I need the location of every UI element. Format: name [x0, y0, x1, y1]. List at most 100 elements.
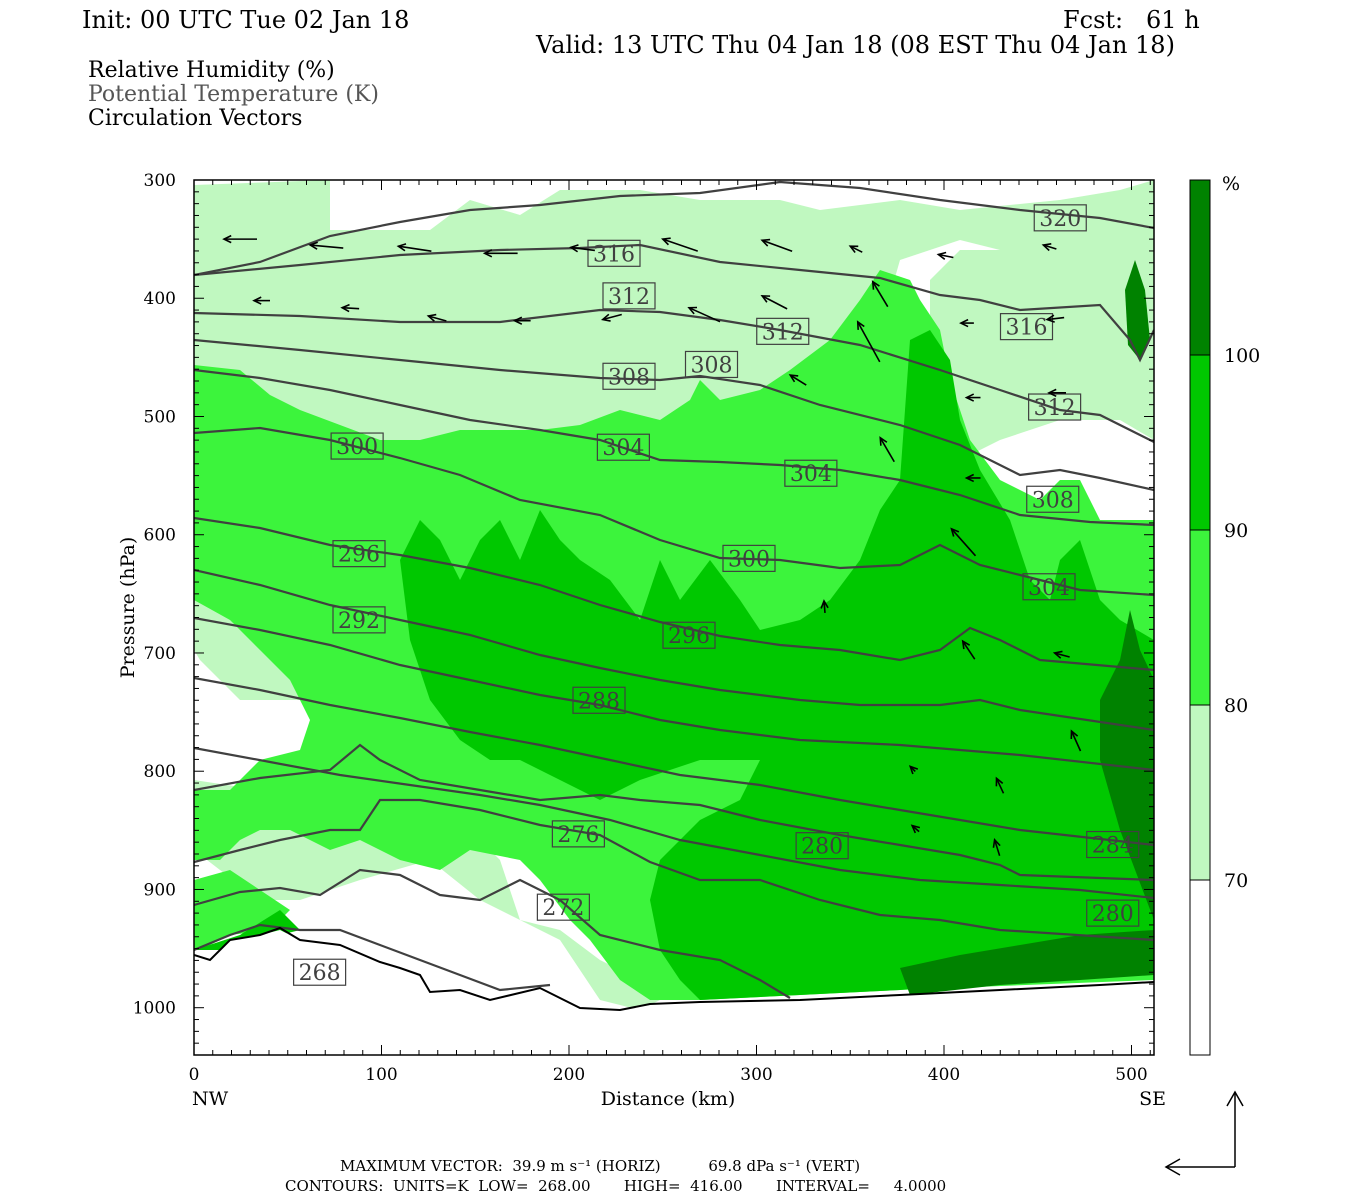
contour-label-box: [332, 540, 386, 568]
theta-contours: [194, 180, 1154, 1012]
vector-arrow: [662, 238, 699, 252]
vector-arrowhead: [340, 303, 350, 313]
vector-arrow: [602, 313, 622, 321]
vector-arrow: [857, 321, 881, 363]
vector-arrowhead: [760, 295, 771, 303]
contour-label-box: [572, 686, 626, 714]
contour-label: 280: [801, 835, 843, 860]
contour-label: 312: [608, 285, 650, 310]
vector-arrow: [950, 528, 977, 557]
vector-arrowhead: [950, 527, 960, 537]
rh-90-bottom-left: [194, 910, 300, 950]
vector-arrow: [1054, 652, 1070, 658]
contour-label: 300: [336, 435, 378, 460]
y-tick-label: 1000: [133, 999, 176, 1019]
theta-contour: [194, 868, 791, 999]
colorbar-band-100: [1189, 179, 1211, 356]
colorbar-band-70: [1189, 704, 1211, 881]
contour-label: 296: [668, 624, 710, 649]
contour-label-box: [602, 362, 656, 390]
vector-arrow: [993, 839, 1001, 857]
vector-arrow: [995, 777, 1005, 794]
rh-100-spike: [1125, 260, 1150, 360]
theta-contour: [194, 676, 1154, 847]
theta-contour: [194, 516, 1154, 672]
y-tick-label: 600: [144, 526, 176, 546]
contour-label: 304: [602, 436, 644, 461]
contour-label-box: [795, 832, 849, 860]
vector-arrow: [849, 245, 863, 253]
rh-100-region: [900, 930, 1154, 995]
theta-contour: [194, 923, 551, 992]
vector-arrowhead: [661, 237, 671, 246]
vector-arrowhead: [936, 251, 947, 260]
vector-arrow: [398, 245, 432, 253]
contour-label: 312: [1034, 396, 1076, 421]
theta-contour: [194, 746, 1154, 900]
colorbar-band-0: [1189, 879, 1211, 1056]
vector-arrow: [789, 374, 807, 386]
vector-arrow: [761, 295, 788, 310]
contour-label-box: [684, 350, 739, 379]
contour-label-box: [551, 820, 605, 848]
vector-arrowhead: [910, 824, 921, 834]
vector-arrowhead: [569, 244, 579, 253]
vector-arrowhead: [252, 296, 262, 305]
vector-arrowhead: [426, 313, 437, 322]
contour-label-box: [330, 432, 384, 460]
y-tick-label: 900: [144, 880, 176, 900]
vector-arrowhead: [964, 393, 975, 402]
vector-arrow: [962, 640, 976, 660]
contour-label-box: [756, 317, 810, 345]
theta-contour: [194, 568, 1154, 732]
contour-label-box: [784, 459, 838, 487]
vector-arrow: [688, 306, 721, 323]
contour-label-box: [1022, 573, 1076, 601]
contour-label-box: [332, 606, 386, 634]
contour-label: 308: [691, 353, 733, 378]
vector-arrowhead: [222, 234, 232, 244]
theta-contour: [194, 338, 1154, 492]
contour-label-box: [596, 433, 650, 461]
init-time: Init: 00 UTC Tue 02 Jan 18: [82, 6, 410, 34]
vector-arrowhead: [788, 374, 799, 383]
vector-arrowhead: [820, 599, 829, 609]
x-tick-label: 0: [189, 1065, 200, 1085]
theta-contour: [194, 798, 1154, 942]
colorbar-level-label: 90: [1224, 520, 1248, 542]
x-right-end-label: SE: [1139, 1088, 1166, 1110]
vector-arrowhead: [1047, 388, 1057, 398]
colorbar-level-label: 70: [1224, 870, 1248, 892]
legend-vectors: Circulation Vectors: [88, 106, 303, 131]
contour-label: 296: [338, 543, 380, 568]
vector-arrow: [938, 253, 954, 259]
vector-arrowhead: [908, 765, 919, 775]
contour-label: 308: [1032, 488, 1074, 513]
vector-arrow: [879, 437, 895, 463]
x-tick-label: 300: [740, 1065, 772, 1085]
y-tick-label: 700: [144, 644, 176, 664]
vector-arrowhead: [396, 243, 407, 252]
theta-contour: [194, 368, 1154, 527]
y-tick-label: 500: [144, 407, 176, 427]
x-left-end-label: NW: [192, 1088, 229, 1110]
vector-arrowhead: [1052, 650, 1063, 659]
vector-arrowhead: [848, 245, 859, 254]
colorbar-level-label: 100: [1224, 345, 1260, 367]
vector-arrow: [1047, 316, 1065, 321]
contour-label-box: [536, 893, 590, 921]
vector-arrowhead: [1045, 314, 1055, 323]
circulation-vectors: [222, 234, 1082, 857]
contour-label: 316: [593, 242, 635, 267]
contour-label: 300: [728, 547, 770, 572]
vector-arrowhead: [760, 238, 771, 247]
theta-contour: [194, 308, 1154, 443]
contour-label: 312: [762, 320, 804, 345]
colorbar-level-label: 80: [1224, 695, 1248, 717]
contour-label-box: [602, 282, 656, 310]
vector-arrowhead: [512, 316, 523, 325]
vector-arrowhead: [308, 241, 319, 250]
contour-label: 304: [790, 462, 832, 487]
colorbar-band-90: [1189, 354, 1211, 531]
vector-arrow: [761, 239, 793, 253]
